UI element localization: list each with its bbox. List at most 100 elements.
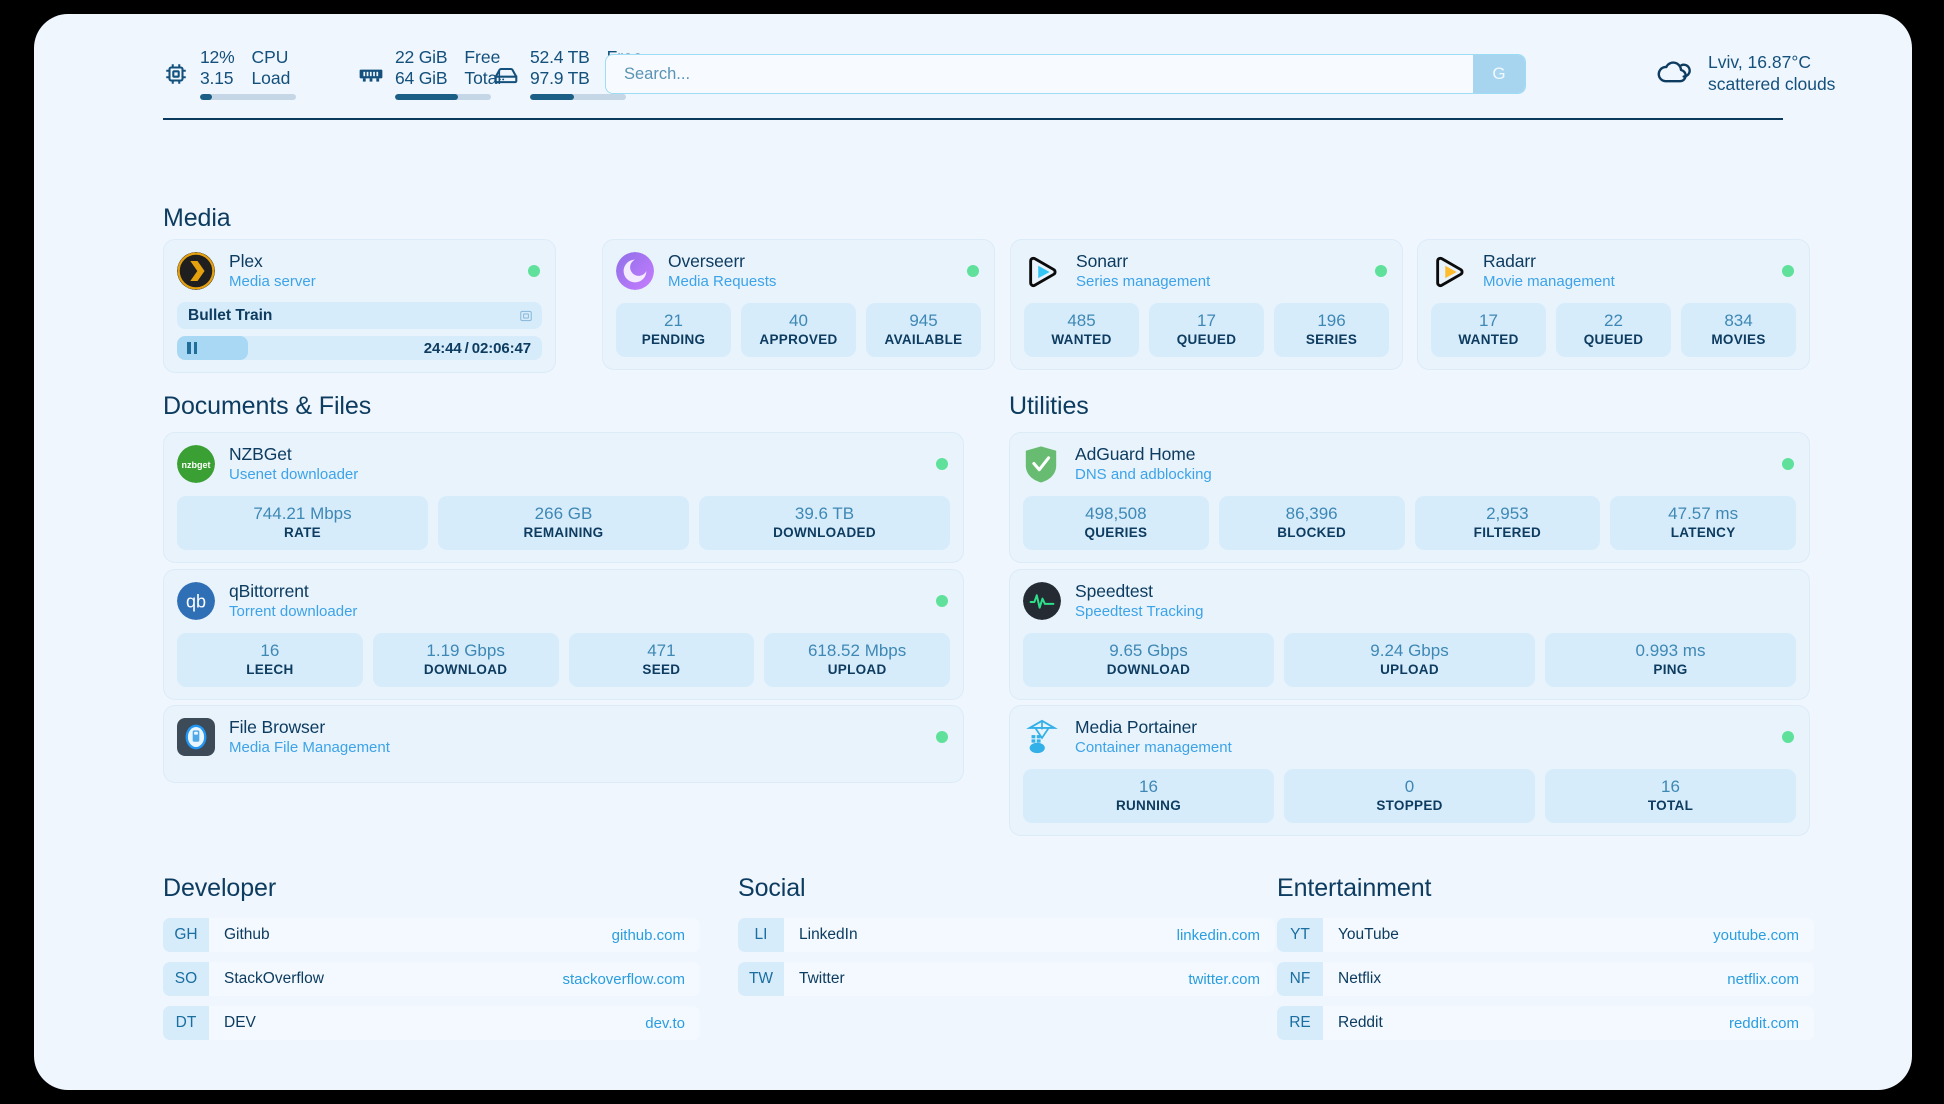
filebrowser-logo xyxy=(177,718,215,756)
stat-tile[interactable]: 0 STOPPED xyxy=(1284,769,1535,823)
stat-tile[interactable]: 16 TOTAL xyxy=(1545,769,1796,823)
cpu-load-value: 3.15 xyxy=(200,68,234,88)
speedtest-name: Speedtest xyxy=(1075,581,1153,601)
service-card-adguard[interactable]: AdGuard Home DNS and adblocking 498,508 … xyxy=(1009,432,1810,563)
service-card-overseerr[interactable]: Overseerr Media Requests 21 PENDING 40 A… xyxy=(602,239,995,370)
service-card-portainer[interactable]: Media Portainer Container management 16 … xyxy=(1009,705,1810,836)
stat-tile[interactable]: 21 PENDING xyxy=(616,303,731,357)
stat-tile[interactable]: 1.19 Gbps DOWNLOAD xyxy=(372,633,559,687)
bookmark-item-reddit[interactable]: RE Reddit reddit.com xyxy=(1277,1006,1814,1040)
stat-tile[interactable]: 40 APPROVED xyxy=(741,303,856,357)
service-card-radarr[interactable]: Radarr Movie management 17 WANTED 22 QUE… xyxy=(1417,239,1810,370)
stat-value: 266 GB xyxy=(534,504,593,523)
search-input[interactable] xyxy=(606,64,1473,84)
bookmark-item-netflix[interactable]: NF Netflix netflix.com xyxy=(1277,962,1814,996)
qbittorrent-subtitle: Torrent downloader xyxy=(229,603,358,620)
bookmark-item-github[interactable]: GH Github github.com xyxy=(163,918,700,952)
stat-tile[interactable]: 39.6 TB DOWNLOADED xyxy=(699,496,950,550)
bookmark-item-youtube[interactable]: YT YouTube youtube.com xyxy=(1277,918,1814,952)
radarr-status-dot xyxy=(1782,265,1794,277)
search-submit-label: G xyxy=(1492,64,1506,83)
stat-value: 0 xyxy=(1404,777,1415,796)
pause-icon[interactable] xyxy=(187,342,197,354)
stat-tile[interactable]: 744.21 Mbps RATE xyxy=(177,496,428,550)
bookmark-group-entertainment: Entertainment YT YouTube youtube.com NF … xyxy=(1277,874,1814,1040)
plex-progress-bar[interactable]: 24:44/02:06:47 xyxy=(177,336,542,360)
adguard-status-dot xyxy=(1782,458,1794,470)
stat-tile[interactable]: 17 QUEUED xyxy=(1149,303,1264,357)
stat-caption: PING xyxy=(1653,662,1688,677)
bookmark-name: StackOverflow xyxy=(224,970,324,987)
stat-tile[interactable]: 498,508 QUERIES xyxy=(1023,496,1209,550)
bookmark-item-twitter[interactable]: TW Twitter twitter.com xyxy=(738,962,1275,996)
stat-tile[interactable]: 9.24 Gbps UPLOAD xyxy=(1284,633,1535,687)
stat-caption: LATENCY xyxy=(1670,525,1736,540)
stat-tile[interactable]: 266 GB REMAINING xyxy=(438,496,689,550)
stat-tile[interactable]: 86,396 BLOCKED xyxy=(1218,496,1405,550)
stat-caption: LEECH xyxy=(246,662,294,677)
search-submit-button[interactable]: G xyxy=(1473,55,1525,93)
service-card-nzbget[interactable]: nzbget NZBGet Usenet downloader 744.21 M… xyxy=(163,432,964,563)
stat-tile[interactable]: 471 SEED xyxy=(568,633,755,687)
stat-caption: BLOCKED xyxy=(1277,525,1347,540)
service-card-filebrowser[interactable]: File Browser Media File Management xyxy=(163,705,964,783)
overseerr-stats: 21 PENDING 40 APPROVED 945 AVAILABLE xyxy=(616,303,981,357)
plex-logo xyxy=(177,252,215,290)
filebrowser-status-dot xyxy=(936,731,948,743)
sonarr-logo xyxy=(1024,252,1062,290)
stat-tile[interactable]: 485 WANTED xyxy=(1024,303,1139,357)
stat-caption: WANTED xyxy=(1458,332,1519,347)
stat-tile[interactable]: 834 MOVIES xyxy=(1681,303,1796,357)
svg-text:qb: qb xyxy=(186,592,206,612)
stat-tile[interactable]: 9.65 Gbps DOWNLOAD xyxy=(1023,633,1274,687)
stat-tile[interactable]: 16 RUNNING xyxy=(1023,769,1274,823)
bookmark-name: DEV xyxy=(224,1014,256,1031)
svg-text:nzbget: nzbget xyxy=(181,460,210,470)
stat-tile[interactable]: 16 LEECH xyxy=(177,633,363,687)
bookmark-item-stackoverflow[interactable]: SO StackOverflow stackoverflow.com xyxy=(163,962,700,996)
utilities-section-title: Utilities xyxy=(1009,392,1089,420)
stat-value: 21 xyxy=(664,311,683,330)
stat-caption: PENDING xyxy=(641,332,706,347)
bookmark-name: LinkedIn xyxy=(799,926,858,943)
stat-tile[interactable]: 945 AVAILABLE xyxy=(866,303,981,357)
bookmark-url: github.com xyxy=(611,926,685,944)
stat-tile[interactable]: 22 QUEUED xyxy=(1556,303,1671,357)
stat-value: 47.57 ms xyxy=(1668,504,1739,523)
stat-value: 40 xyxy=(789,311,808,330)
stat-tile[interactable]: 618.52 Mbps UPLOAD xyxy=(764,633,950,687)
service-card-speedtest[interactable]: Speedtest Speedtest Tracking 9.65 Gbps D… xyxy=(1009,569,1810,700)
memory-total-label: Total xyxy=(464,68,502,88)
service-card-sonarr[interactable]: Sonarr Series management 485 WANTED 17 Q… xyxy=(1010,239,1403,370)
stat-tile[interactable]: 196 SERIES xyxy=(1274,303,1389,357)
weather-condition: scattered clouds xyxy=(1708,74,1836,94)
stat-value: 1.19 Gbps xyxy=(426,641,505,660)
stat-tile[interactable]: 2,953 FILTERED xyxy=(1414,496,1601,550)
stat-tile[interactable]: 0.993 ms PING xyxy=(1545,633,1796,687)
portainer-stats: 16 RUNNING 0 STOPPED 16 TOTAL xyxy=(1023,769,1796,823)
sonarr-stats: 485 WANTED 17 QUEUED 196 SERIES xyxy=(1024,303,1389,357)
bookmark-item-dev[interactable]: DT DEV dev.to xyxy=(163,1006,700,1040)
service-card-plex[interactable]: Plex Media server Bullet Train 24:44/02:… xyxy=(163,239,556,373)
stat-tile[interactable]: 17 WANTED xyxy=(1431,303,1546,357)
speedtest-stats: 9.65 Gbps DOWNLOAD 9.24 Gbps UPLOAD 0.99… xyxy=(1023,633,1796,687)
service-card-qbittorrent[interactable]: qb qBittorrent Torrent downloader 16 LEE… xyxy=(163,569,964,700)
stat-value: 196 xyxy=(1317,311,1346,330)
bookmark-abbr: YT xyxy=(1277,918,1323,952)
weather-widget[interactable]: Lviv, 16.87°C scattered clouds xyxy=(1654,51,1835,95)
bookmark-url: netflix.com xyxy=(1727,970,1799,988)
stat-caption: QUEUED xyxy=(1583,332,1644,347)
stat-value: 945 xyxy=(909,311,938,330)
stat-caption: DOWNLOAD xyxy=(423,662,508,677)
bookmark-group-title: Entertainment xyxy=(1277,874,1432,902)
stat-tile[interactable]: 47.57 ms LATENCY xyxy=(1610,496,1796,550)
search-bar[interactable]: G xyxy=(605,54,1526,94)
bookmark-url: twitter.com xyxy=(1188,970,1260,988)
stat-value: 2,953 xyxy=(1486,504,1529,523)
bookmark-url: linkedin.com xyxy=(1176,926,1260,944)
stat-caption: UPLOAD xyxy=(1380,662,1439,677)
bookmark-group-title: Social xyxy=(738,874,806,902)
memory-stat-group: 22 GiB 64 GiB Free Total xyxy=(358,47,501,100)
cpu-usage-bar xyxy=(200,94,296,100)
bookmark-item-linkedin[interactable]: LI LinkedIn linkedin.com xyxy=(738,918,1275,952)
